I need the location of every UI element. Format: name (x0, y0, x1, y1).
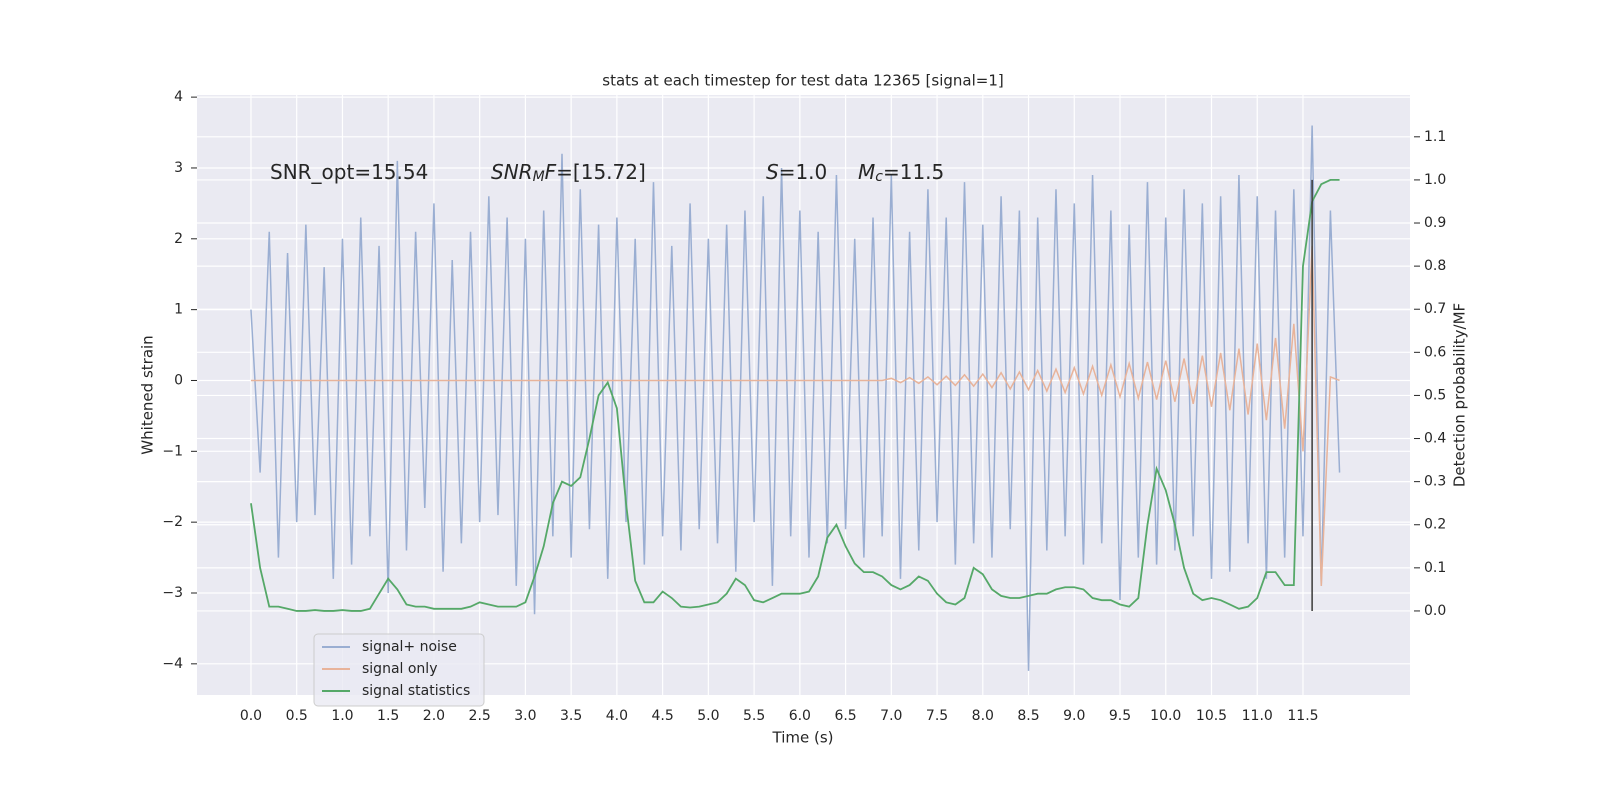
annotation-part: S (766, 160, 779, 184)
x-axis-label: Time (s) (772, 729, 834, 747)
x-tick-label: 2.0 (423, 708, 445, 724)
annotation: S=1.0 (766, 160, 827, 184)
annotation: Mc=11.5 (858, 160, 944, 186)
y-tick-label: −2 (162, 514, 183, 530)
x-tick-label: 4.5 (651, 708, 673, 724)
y2-tick-label: 0.1 (1424, 560, 1446, 576)
x-tick-label: 8.5 (1017, 708, 1039, 724)
annotation-part: =[15.72] (556, 160, 646, 184)
x-tick-label: 3.5 (560, 708, 582, 724)
y2-tick-label: 0.4 (1424, 431, 1446, 447)
x-tick-label: 7.0 (880, 708, 902, 724)
x-tick-label: 3.0 (514, 708, 536, 724)
x-tick-label: 5.0 (697, 708, 719, 724)
x-tick-label: 8.0 (972, 708, 994, 724)
y-tick-label: −3 (162, 585, 183, 601)
marks (250, 125, 1341, 671)
y-tick-label: −1 (162, 443, 183, 459)
x-tick-label: 10.5 (1196, 708, 1227, 724)
y-tick-label: 0 (174, 372, 183, 388)
series-line (250, 179, 1340, 612)
y2-tick-label: 0.5 (1424, 387, 1446, 403)
x-tick-label: 2.5 (469, 708, 491, 724)
x-tick-label: 0.5 (286, 708, 308, 724)
legend-label: signal+ noise (362, 639, 457, 655)
annotation: SNRMF=[15.72] (491, 160, 646, 186)
x-tick-label: 11.0 (1242, 708, 1273, 724)
chart-title: stats at each timestep for test data 123… (602, 72, 1003, 90)
y2-tick-label: 0.7 (1424, 301, 1446, 317)
annotation-part: M (858, 160, 875, 184)
y2-tick-label: 0.8 (1424, 258, 1446, 274)
series-line (250, 245, 1340, 586)
legend: signal+ noise signal only signal statistic… (313, 633, 485, 707)
y2-tick-label: 1.0 (1424, 172, 1446, 188)
annotation: SNR_opt=15.54 (270, 160, 428, 184)
legend-label: signal only (362, 661, 437, 677)
annotation-part: c (875, 169, 883, 185)
x-tick-label: 1.5 (377, 708, 399, 724)
annotation-part: =1.0 (779, 160, 828, 184)
x-tick-label: 1.0 (331, 708, 353, 724)
y2-tick-label: 0.6 (1424, 344, 1446, 360)
labels: 0.0 0.5 1.0 1.5 2.0 2.5 3.0 3.5 4.0 4.5 5.0 5.5 6.0 6… (162, 89, 1446, 724)
y2-tick-label: 0.9 (1424, 215, 1446, 231)
annotation-part: SNR_opt=15.54 (270, 160, 428, 184)
y-tick-label: −4 (162, 656, 183, 672)
x-tick-label: 4.0 (606, 708, 628, 724)
x-tick-label: 7.5 (926, 708, 948, 724)
x-tick-label: 11.5 (1287, 708, 1318, 724)
y-tick-label: 4 (174, 89, 183, 105)
annotation-part: SNR (491, 160, 533, 184)
y2-axis-label: Detection probability/MF (1451, 303, 1469, 487)
y-tick-label: 1 (174, 302, 183, 318)
x-tick-label: 9.0 (1063, 708, 1085, 724)
x-tick-label: 6.0 (789, 708, 811, 724)
y-tick-label: 3 (174, 160, 183, 176)
legend-box (313, 633, 485, 707)
y2-tick-label: 1.1 (1424, 129, 1446, 145)
y-axis-label: Whitened strain (139, 335, 157, 454)
annotation-part: F (545, 160, 557, 184)
x-tick-label: 6.5 (834, 708, 856, 724)
y2-tick-label: 0.3 (1424, 474, 1446, 490)
x-tick-label: 0.0 (240, 708, 262, 724)
y-tick-label: 2 (174, 231, 183, 247)
y2-tick-label: 0.0 (1424, 603, 1446, 619)
x-tick-label: 10.0 (1150, 708, 1181, 724)
x-tick-label: 5.5 (743, 708, 765, 724)
x-tick-label: 9.5 (1109, 708, 1131, 724)
annotation-part: M (533, 169, 545, 185)
y2-tick-label: 0.2 (1424, 517, 1446, 533)
series-line (250, 125, 1341, 671)
legend-label: signal statistics (362, 683, 470, 699)
annotation-part: =11.5 (883, 160, 944, 184)
